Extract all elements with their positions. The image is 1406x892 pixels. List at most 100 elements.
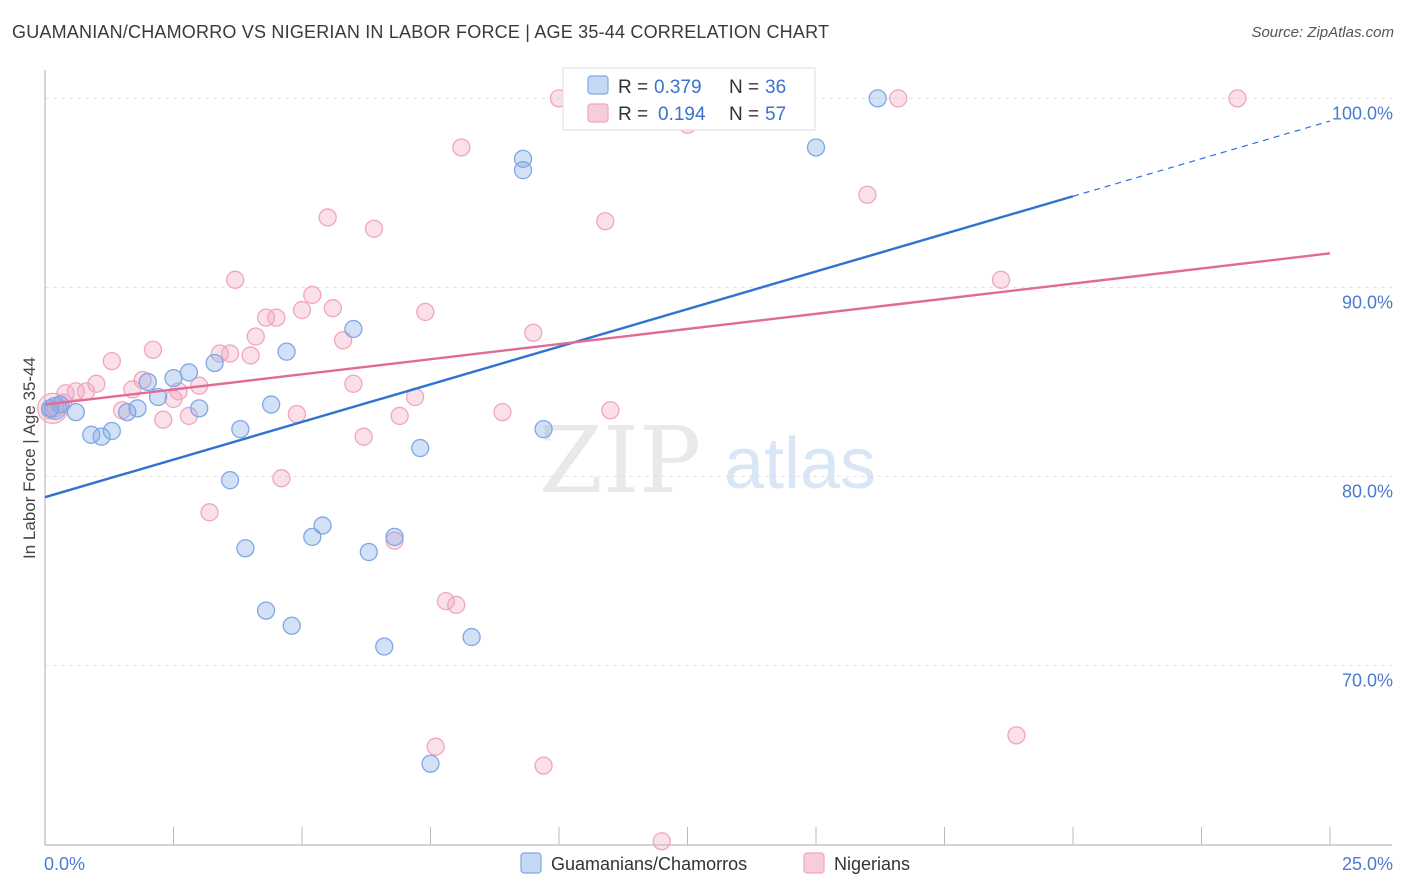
legend-r-label-nig: R =: [618, 104, 648, 125]
legend-n-value-guam: 36: [765, 77, 786, 98]
y-tick-label: 90.0%: [1342, 292, 1393, 312]
series-legend: Guamanians/Chamorros Nigerians: [520, 852, 910, 874]
nigerian-point: [220, 344, 240, 363]
guamanian-point: [421, 754, 440, 773]
nigerian-point: [364, 219, 384, 238]
nigerian-point: [256, 308, 276, 327]
guamanian-point: [806, 138, 826, 157]
legend-guam-swatch: [520, 852, 542, 874]
legend-n-label-nig: N =: [729, 104, 759, 125]
guamanian-point: [303, 527, 322, 547]
guamanian-point: [534, 419, 553, 439]
nigerian-point: [858, 185, 877, 204]
guamanian-point: [220, 471, 240, 490]
nigerian-point: [226, 270, 245, 289]
guamanian-point: [179, 363, 199, 382]
nigerian-point: [102, 351, 121, 371]
nigerian-point: [267, 308, 286, 327]
nigerian-point: [447, 595, 466, 615]
stats-legend: R = 0.379 N = 36 R = 0.194 N = 57: [562, 67, 816, 131]
guamanian-point: [236, 539, 255, 558]
guamanian-point: [164, 368, 183, 388]
watermark-atlas: atlas: [724, 424, 876, 504]
guamanian-point-large: [43, 396, 67, 420]
source-label: Source: ZipAtlas.com: [1251, 24, 1394, 41]
guamanian-point: [66, 402, 85, 422]
nigerian-point: [333, 331, 353, 350]
x-tick-label: 25.0%: [1342, 854, 1393, 874]
guamanian-point: [277, 342, 296, 361]
nigerian-point: [344, 374, 363, 393]
guamanian-point: [282, 616, 301, 635]
legend-swatch-nig: [587, 103, 609, 123]
y-tick-label: 100.0%: [1332, 103, 1393, 123]
nigerian-point: [241, 346, 260, 365]
nigerian-point: [390, 406, 409, 426]
legend-r-value-guam: 0.379: [654, 77, 702, 98]
nigerian-point: [601, 401, 620, 420]
nigerian-point: [154, 410, 173, 429]
nigerian-point: [246, 327, 265, 346]
guamanian-point: [92, 427, 111, 446]
legend-swatch-guam: [587, 75, 609, 95]
nigerian-point: [889, 89, 908, 108]
guamanian-point: [190, 399, 209, 418]
nigerian-point: [292, 300, 312, 320]
nigerian-point: [416, 302, 435, 322]
tick-labels: 70.0% 80.0% 90.0% 100.0% 0.0% 25.0%: [44, 103, 1393, 874]
axes: [44, 70, 1392, 846]
guamanian-point: [359, 542, 378, 562]
guamanian-point: [118, 402, 137, 422]
nigerian-point: [426, 737, 445, 756]
nigerian-point: [493, 402, 512, 422]
nigerian-point: [323, 299, 342, 318]
guamanian-point: [385, 527, 404, 547]
guamanian-point: [375, 637, 394, 656]
nigerian-point: [287, 404, 307, 424]
nigerian-point: [318, 208, 337, 227]
nigerian-trend-line: [44, 252, 1331, 406]
nigerian-point: [200, 503, 219, 522]
nigerian-point: [596, 212, 615, 231]
legend-guam-label: Guamanians/Chamorros: [551, 854, 747, 874]
guamanian-point: [128, 399, 147, 418]
guamanian-trend-extension: [1072, 120, 1331, 197]
y-tick-label: 70.0%: [1342, 670, 1393, 690]
legend-nig-swatch: [803, 852, 825, 874]
legend-r-value-nig: 0.194: [658, 104, 706, 125]
nigerian-point: [210, 344, 229, 363]
guamanian-trend-line: [44, 195, 1074, 499]
trend-lines: [44, 120, 1331, 499]
x-tick-label: 0.0%: [44, 854, 85, 874]
legend-n-label-guam: N =: [729, 77, 759, 98]
guamanian-point: [462, 627, 481, 647]
nigerian-point: [303, 285, 322, 305]
nigerian-point: [524, 323, 543, 342]
guamanian-point: [256, 601, 276, 620]
y-tick-label: 80.0%: [1342, 481, 1393, 501]
guamanian-point: [868, 89, 887, 108]
guamanian-point: [513, 161, 533, 180]
y-axis-label: In Labor Force | Age 35-44: [20, 357, 39, 559]
nigerian-point: [1228, 89, 1247, 108]
nigerian-point: [991, 270, 1011, 289]
grid-lines: [45, 97, 1392, 666]
nigerian-point: [179, 406, 199, 426]
nigerian-point: [652, 832, 671, 851]
nigerian-point: [534, 756, 553, 775]
nigerian-point: [452, 138, 471, 157]
guamanian-point: [344, 319, 363, 339]
watermark-zip: ZIP: [539, 407, 701, 514]
nigerian-point: [87, 374, 106, 393]
guamanian-point: [262, 395, 281, 414]
legend-r-label-guam: R =: [618, 77, 648, 98]
nigerian-point: [436, 592, 456, 611]
nigerian-points: [37, 89, 1247, 851]
nigerian-point: [143, 340, 163, 359]
guamanian-point: [205, 353, 224, 373]
nigerian-point: [272, 469, 291, 488]
guamanian-points: [40, 89, 887, 773]
guamanian-point: [138, 372, 157, 392]
guamanian-point: [313, 516, 332, 535]
